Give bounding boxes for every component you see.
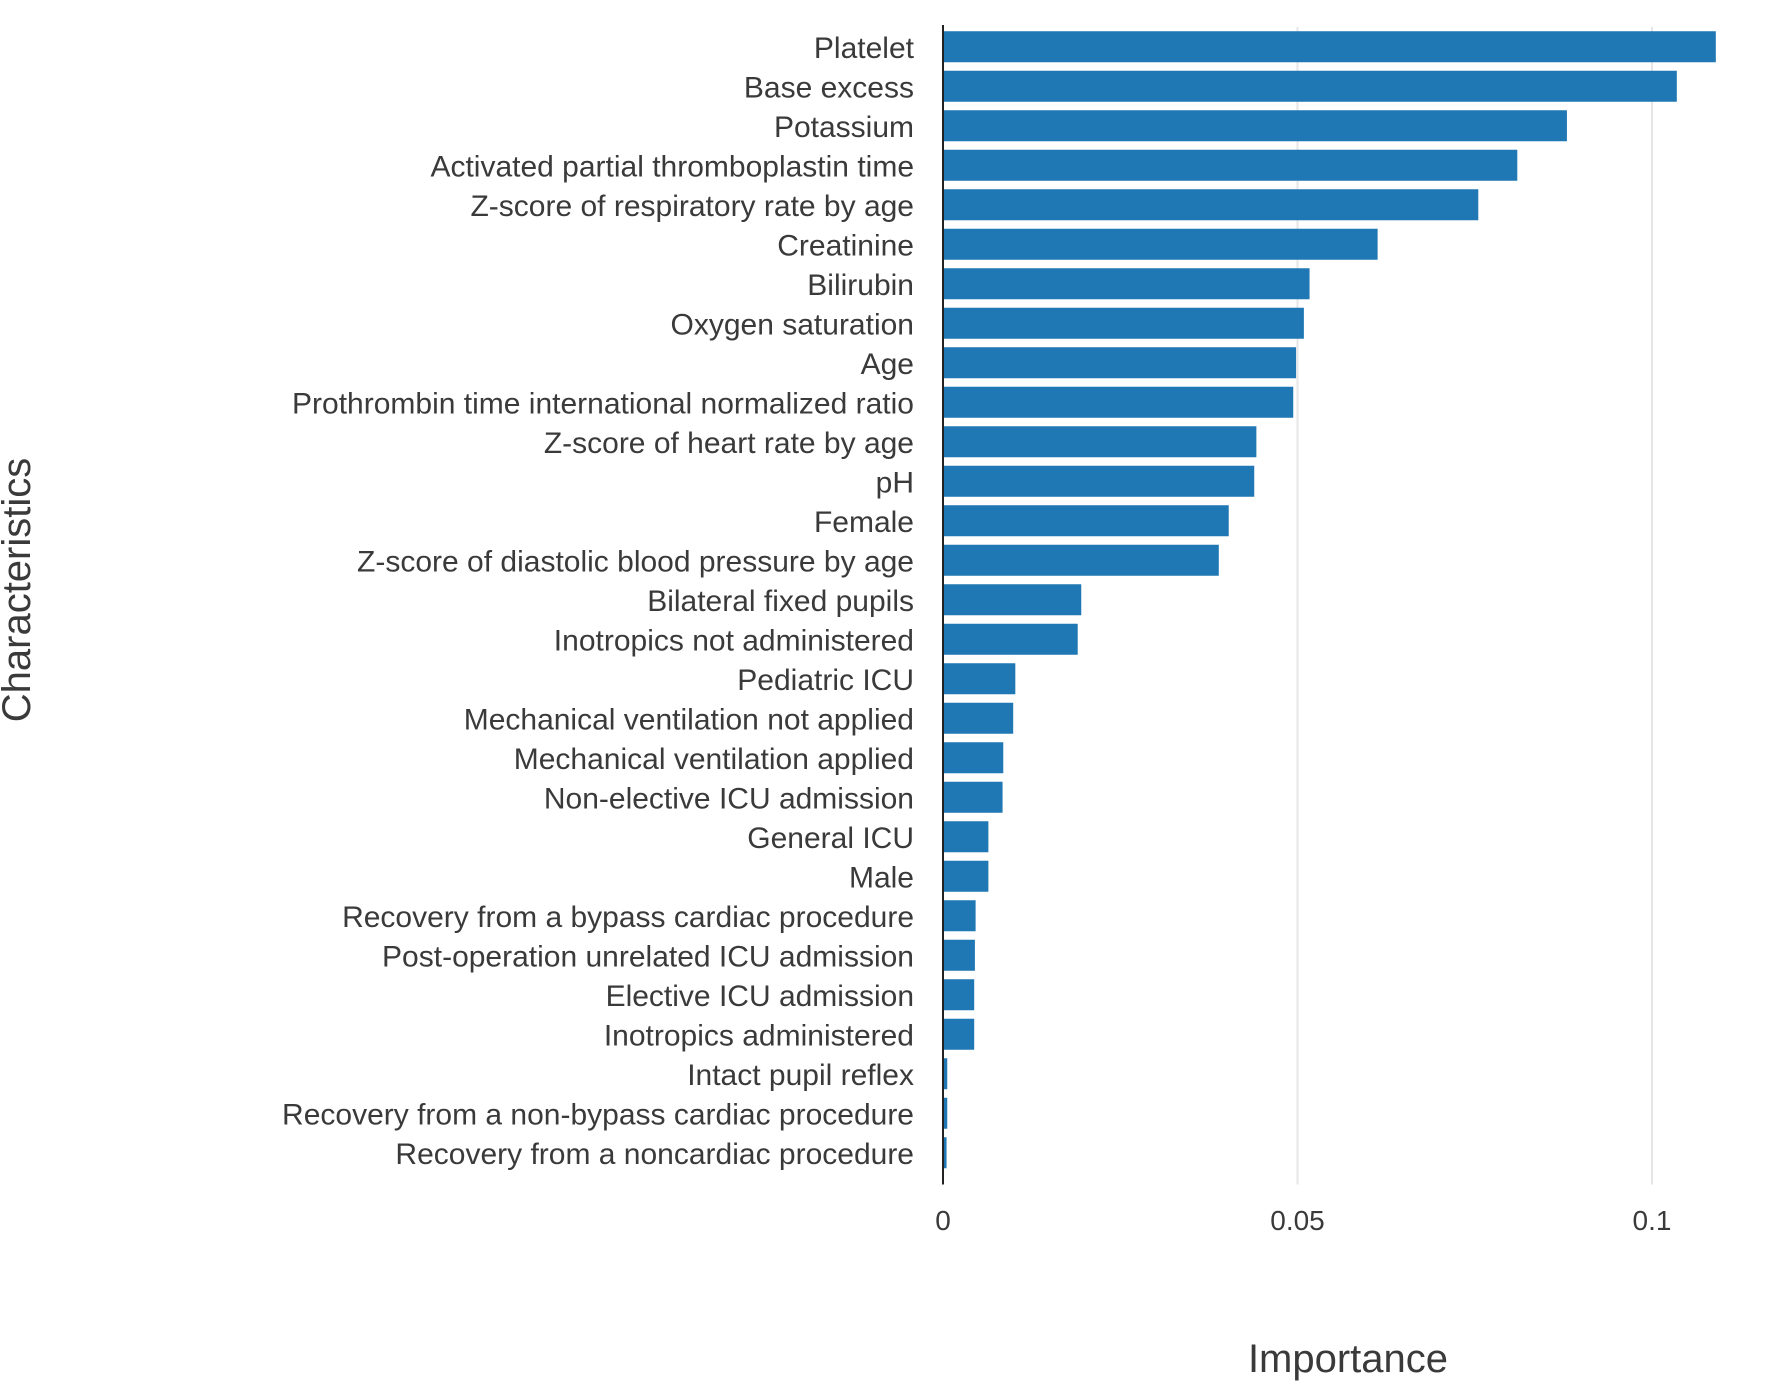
category-label: Mechanical ventilation applied	[514, 743, 914, 776]
category-label: Pediatric ICU	[737, 664, 914, 697]
category-label: Non-elective ICU admission	[544, 782, 914, 815]
category-label: Z-score of respiratory rate by age	[470, 190, 914, 223]
category-label: Male	[849, 861, 914, 894]
category-label: Potassium	[774, 111, 914, 144]
category-label: Recovery from a noncardiac procedure	[395, 1138, 914, 1171]
bar	[943, 426, 1257, 458]
bar	[943, 307, 1304, 339]
category-label: Bilirubin	[807, 269, 914, 302]
category-labels: Platelet Base excess Potassium Activated pa…	[282, 32, 915, 1171]
bar	[943, 860, 989, 892]
bar	[943, 742, 1004, 774]
category-label: Base excess	[744, 71, 914, 104]
category-label: Recovery from a bypass cardiac procedure	[342, 901, 914, 934]
category-label: Z-score of diastolic blood pressure by a…	[357, 545, 914, 578]
bar	[943, 781, 1003, 813]
bar	[943, 505, 1229, 537]
category-label: Elective ICU admission	[606, 980, 914, 1013]
x-tick-label: 0	[935, 1205, 951, 1236]
x-tick-label: 0.1	[1633, 1205, 1672, 1236]
category-label: Recovery from a non-bypass cardiac proce…	[282, 1098, 914, 1131]
bar	[943, 465, 1255, 497]
bar	[943, 939, 975, 971]
category-label: Bilateral fixed pupils	[647, 585, 914, 618]
bar	[943, 1018, 975, 1050]
category-label: Activated partial thromboplastin time	[430, 150, 914, 183]
bar	[943, 663, 1016, 695]
bar	[943, 268, 1310, 300]
x-axis-title: Importance	[1248, 1337, 1448, 1381]
bar	[943, 979, 975, 1011]
category-label: Age	[861, 348, 914, 381]
category-label: Prothrombin time international normalize…	[292, 387, 914, 420]
category-label: Creatinine	[777, 229, 914, 262]
x-tick-labels: 0 0.05 0.1	[935, 1205, 1671, 1236]
bar	[943, 1058, 948, 1090]
bar	[943, 189, 1479, 221]
category-label: Inotropics administered	[604, 1019, 914, 1052]
bar	[943, 70, 1677, 102]
category-label: Inotropics not administered	[554, 624, 914, 657]
category-label: Mechanical ventilation not applied	[464, 703, 914, 736]
bar	[943, 1097, 948, 1129]
category-label: Intact pupil reflex	[687, 1059, 914, 1092]
category-label: Z-score of heart rate by age	[544, 427, 914, 460]
bar	[943, 584, 1082, 616]
y-axis-title: Characteristics	[0, 458, 39, 723]
bar	[943, 821, 989, 853]
bar	[943, 149, 1518, 181]
bar	[943, 347, 1297, 379]
category-label: pH	[876, 466, 914, 499]
bar	[943, 900, 976, 932]
x-tick-label: 0.05	[1270, 1205, 1325, 1236]
category-label: Post-operation unrelated ICU admission	[382, 940, 914, 973]
bars	[943, 31, 1716, 1169]
bar	[943, 31, 1716, 63]
bar	[943, 228, 1378, 260]
category-label: Platelet	[814, 32, 915, 65]
bar	[943, 386, 1294, 418]
category-label: Oxygen saturation	[671, 308, 914, 341]
bar	[943, 1137, 947, 1169]
category-label: Female	[814, 506, 914, 539]
category-label: General ICU	[747, 822, 914, 855]
bar	[943, 702, 1014, 734]
bar	[943, 623, 1078, 655]
bar	[943, 544, 1219, 576]
bar	[943, 110, 1567, 142]
